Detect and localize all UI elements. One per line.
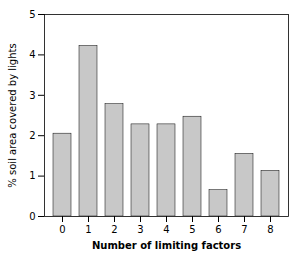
- svg-text:0: 0: [59, 224, 65, 235]
- svg-text:3: 3: [137, 224, 143, 235]
- svg-text:% soil area covered by lights: % soil area covered by lights: [7, 43, 18, 187]
- svg-text:0: 0: [29, 211, 35, 222]
- svg-text:5: 5: [189, 224, 195, 235]
- svg-text:2: 2: [111, 224, 117, 235]
- svg-text:4: 4: [29, 49, 35, 60]
- svg-text:1: 1: [29, 170, 35, 181]
- svg-text:4: 4: [163, 224, 169, 235]
- svg-text:5: 5: [29, 9, 35, 20]
- svg-text:2: 2: [29, 130, 35, 141]
- svg-text:6: 6: [215, 224, 221, 235]
- svg-text:1: 1: [85, 224, 91, 235]
- svg-text:7: 7: [241, 224, 247, 235]
- svg-text:Number of limiting factors: Number of limiting factors: [92, 240, 241, 251]
- svg-text:8: 8: [267, 224, 273, 235]
- svg-text:3: 3: [29, 90, 35, 101]
